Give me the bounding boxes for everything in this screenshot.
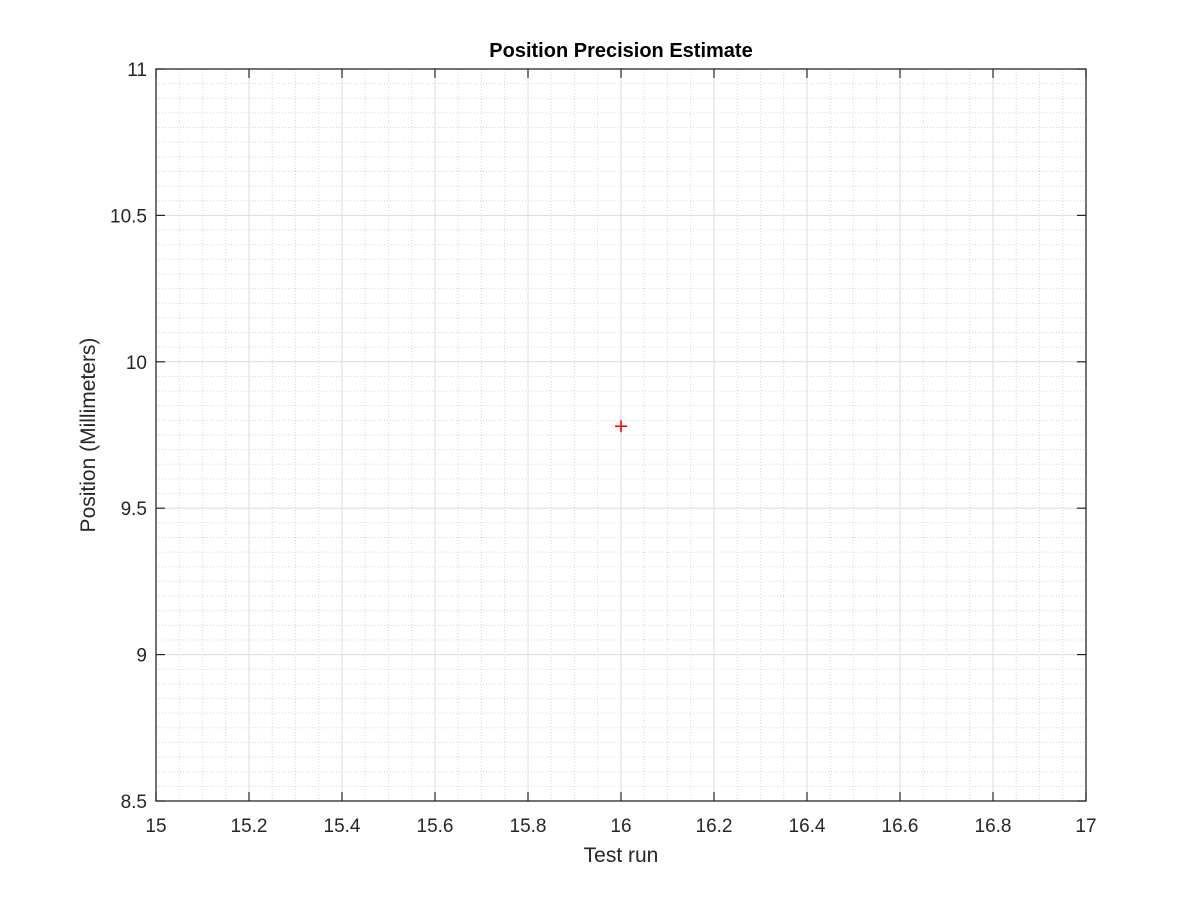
y-tick-label: 10 (126, 353, 147, 374)
y-tick-label: 8.5 (121, 792, 147, 813)
x-tick-label: 16.8 (975, 816, 1012, 837)
y-tick-label: 11 (127, 60, 147, 81)
x-tick-label: 15.6 (417, 816, 454, 837)
y-tick-label: 9.5 (121, 499, 147, 520)
y-tick-label: 9 (136, 646, 147, 667)
x-tick-label: 16.6 (882, 816, 919, 837)
y-axis-label: Position (Millimeters) (77, 338, 100, 533)
x-tick-label: 15.4 (324, 816, 361, 837)
major-grid (156, 69, 1086, 801)
x-tick-label: 15.8 (510, 816, 547, 837)
x-tick-label: 15.2 (231, 816, 268, 837)
axis-ticks (155, 68, 1087, 802)
data-layer (615, 420, 627, 433)
x-axis-label: Test run (584, 844, 659, 867)
x-tick-label: 16.4 (789, 816, 826, 837)
y-tick-label: 10.5 (110, 206, 147, 227)
x-tick-label: 17 (1075, 816, 1096, 837)
chart-title: Position Precision Estimate (489, 40, 752, 62)
x-tick-label: 16.2 (696, 816, 733, 837)
tick-labels: 15 15.2 15.4 15.6 15.8 16 16.2 16.4 16.6 16.8 17 8.… (110, 60, 1097, 837)
x-tick-label: 16 (610, 816, 631, 837)
data-point (615, 420, 627, 433)
x-tick-label: 15 (145, 816, 166, 837)
